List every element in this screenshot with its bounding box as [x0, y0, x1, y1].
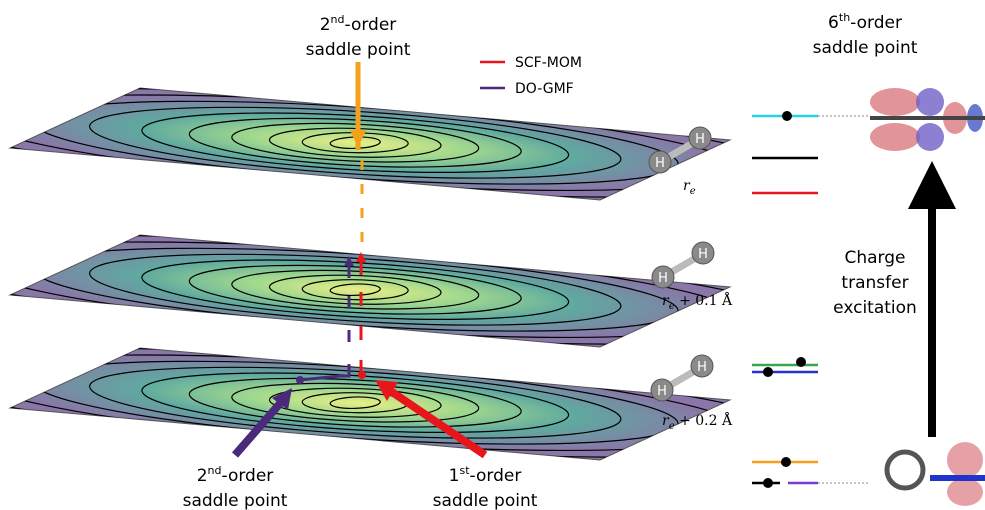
excitation-label: excitation: [833, 298, 917, 318]
offset: + 0.1 Å: [675, 291, 733, 309]
atom-label: H: [697, 360, 707, 375]
superscript: nd: [208, 464, 222, 477]
legend-label: SCF-MOM: [515, 55, 582, 71]
atom-label: H: [655, 156, 665, 171]
suffix: -order: [345, 15, 397, 35]
suffix: -order: [850, 13, 902, 33]
order-label: 6th-order: [828, 11, 902, 33]
order-label: 2nd-order: [197, 464, 274, 486]
number: 6: [828, 13, 839, 33]
order-label-line2: saddle point: [183, 491, 288, 510]
surface-fill: [10, 88, 730, 200]
atom-label: H: [657, 384, 667, 399]
surface-fill: [10, 348, 730, 460]
legend-label: DO-GMF: [515, 81, 574, 97]
surface-fill: [10, 235, 730, 347]
atom-label: H: [698, 247, 708, 262]
order-label-line2: saddle point: [433, 491, 538, 510]
point: [358, 371, 366, 379]
point: [296, 376, 304, 384]
order-label-line2: saddle point: [813, 38, 918, 58]
number: 1: [449, 466, 460, 486]
atom-label: H: [695, 132, 705, 147]
excitation-label: transfer: [841, 273, 908, 293]
suffix: -order: [470, 466, 522, 486]
superscript: th: [839, 11, 850, 24]
offset: + 0.2 Å: [675, 411, 733, 429]
suffix: -order: [222, 466, 274, 486]
excitation-label: Charge: [844, 248, 905, 268]
subscript: e: [690, 186, 696, 197]
figure: reHHre + 0.1 ÅHHre + 0.2 ÅHH2nd-ordersad…: [0, 0, 985, 510]
order-label: 1st-order: [449, 464, 522, 486]
order-label-line2: saddle point: [306, 40, 411, 60]
number: 2: [320, 15, 331, 35]
surface: [0, 23, 985, 262]
molecule-orbitals: [870, 88, 985, 506]
number: 2: [197, 466, 208, 486]
order-label: 2nd-order: [320, 13, 397, 35]
surfaces: [0, 23, 985, 510]
plane-label: re: [683, 178, 696, 197]
superscript: nd: [331, 13, 345, 26]
atom-label: H: [658, 271, 668, 286]
